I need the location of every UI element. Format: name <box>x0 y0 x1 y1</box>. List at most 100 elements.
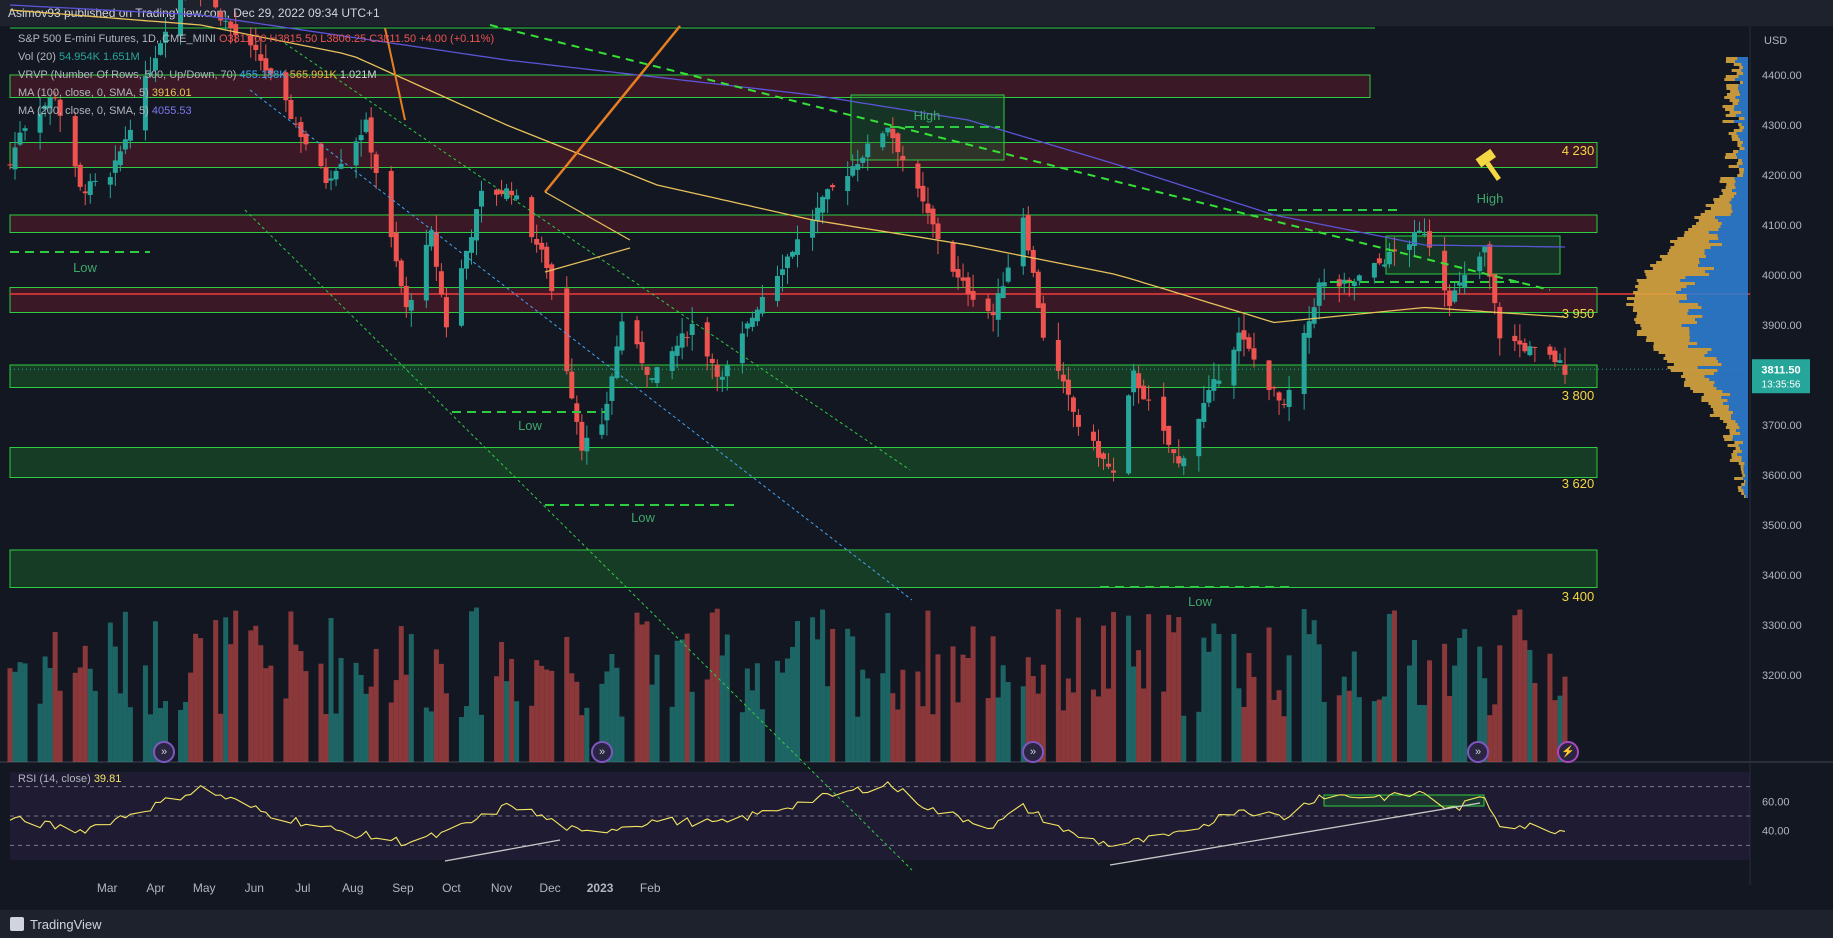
profile-row-down <box>1670 369 1718 372</box>
volume-bar <box>258 645 264 762</box>
volume-bar <box>1452 665 1458 762</box>
profile-row-down <box>1742 474 1746 477</box>
candle-body <box>1482 246 1488 253</box>
volume-bar <box>564 636 570 762</box>
profile-row-down <box>1726 93 1741 96</box>
volume-bar <box>925 610 931 762</box>
candle-body <box>1427 231 1433 248</box>
candle-body <box>599 424 605 435</box>
volume-bar <box>855 716 861 762</box>
volume-bar <box>12 671 18 762</box>
profile-row-up <box>1741 456 1748 459</box>
volume-bar <box>890 693 896 762</box>
dividend-event-icon[interactable]: » <box>1467 741 1489 763</box>
profile-row-up <box>1744 126 1748 129</box>
annotation-label: Low <box>1188 594 1212 609</box>
candle-body <box>539 242 545 250</box>
profile-row-up <box>1708 231 1748 234</box>
profile-row-down <box>1731 69 1742 72</box>
profile-row-up <box>1739 99 1748 102</box>
volume-bar <box>22 663 28 762</box>
profile-row-up <box>1740 93 1748 96</box>
profile-row-down <box>1682 372 1715 375</box>
candle-body <box>614 346 620 378</box>
y-tick-label: 3200.00 <box>1762 670 1802 682</box>
candle-body <box>233 24 239 36</box>
y-tick-label: 4300.00 <box>1762 120 1802 132</box>
legend-rsi-label: RSI (14, close) <box>18 773 91 785</box>
dividend-event-icon[interactable]: » <box>591 741 613 763</box>
volume-bar <box>790 646 796 762</box>
profile-row-down <box>1674 243 1722 246</box>
profile-row-down <box>1739 81 1744 84</box>
volume-bar <box>544 669 550 762</box>
profile-row-down <box>1726 87 1739 90</box>
profile-row-up <box>1731 414 1748 417</box>
profile-row-up <box>1744 147 1748 150</box>
profile-row-down <box>1724 438 1733 441</box>
candle-body <box>534 238 540 245</box>
profile-row-down <box>1725 426 1740 429</box>
profile-row-up <box>1699 258 1748 261</box>
profile-row-down <box>1632 309 1689 312</box>
profile-row-down <box>1626 297 1688 300</box>
candle-body <box>162 31 168 43</box>
profile-row-down <box>1729 459 1742 462</box>
profile-row-down <box>1683 384 1714 387</box>
profile-row-down <box>1667 360 1718 363</box>
lightning-event-icon[interactable]: ⚡ <box>1557 741 1579 763</box>
volume-bar <box>248 630 254 762</box>
profile-row-up <box>1707 351 1748 354</box>
profile-row-up <box>1743 66 1748 69</box>
support-zone <box>9 364 1598 388</box>
candle-body <box>408 299 414 311</box>
profile-row-up <box>1733 120 1748 123</box>
volume-bar <box>644 621 650 762</box>
candle-body <box>1346 279 1352 282</box>
candle-body <box>724 365 730 377</box>
profile-row-down <box>1736 72 1744 75</box>
candle-body <box>338 163 344 169</box>
profile-row-up <box>1739 426 1748 429</box>
profile-row-up <box>1744 492 1748 495</box>
candle-body <box>649 378 655 380</box>
candle-body <box>1286 389 1292 407</box>
dividend-event-icon[interactable]: » <box>153 741 175 763</box>
candle-body <box>619 321 625 351</box>
candle-body <box>1371 263 1377 278</box>
volume-bar <box>1136 650 1142 762</box>
volume-bar <box>509 658 515 762</box>
wedge-line <box>544 247 631 273</box>
volume-bar <box>388 702 394 762</box>
profile-row-up <box>1738 135 1748 138</box>
profile-row-up <box>1716 387 1748 390</box>
volume-bar <box>534 660 540 762</box>
profile-row-up <box>1681 324 1748 327</box>
legend-rsi-value: 39.81 <box>93 773 122 785</box>
candle-body <box>463 250 469 269</box>
candle-body <box>17 132 23 145</box>
volume-bar <box>233 610 239 762</box>
candles <box>7 0 1568 482</box>
candle-body <box>157 43 163 55</box>
profile-row-down <box>1725 75 1739 78</box>
tradingview-logo[interactable]: TradingView <box>10 917 102 932</box>
volume-bar <box>1351 651 1357 762</box>
candle-body <box>1055 340 1061 371</box>
candle-body <box>1336 279 1342 287</box>
profile-row-down <box>1719 195 1735 198</box>
profile-row-up <box>1697 366 1748 369</box>
candle-body <box>965 277 971 294</box>
price-chart[interactable]: 4400.00 4300.00 4200.00 4100.00 4000.00 3900.… <box>0 0 1833 910</box>
legend-rsi-row: RSI (14, close) 39.81 <box>18 773 121 785</box>
publisher-bar: Asimov93 published on TradingView.com, D… <box>0 0 1833 26</box>
channel-line <box>279 39 911 471</box>
volume-bar <box>619 716 625 762</box>
volume-bar <box>1341 676 1347 762</box>
legend-ma200-label: MA (200, close, 0, SMA, 5) <box>18 105 149 117</box>
y-tick-label: 3900.00 <box>1762 320 1802 332</box>
profile-row-up <box>1743 441 1748 444</box>
volume-bar <box>724 634 730 762</box>
dividend-event-icon[interactable]: » <box>1022 741 1044 763</box>
y-axis-title: USD <box>1764 35 1787 47</box>
